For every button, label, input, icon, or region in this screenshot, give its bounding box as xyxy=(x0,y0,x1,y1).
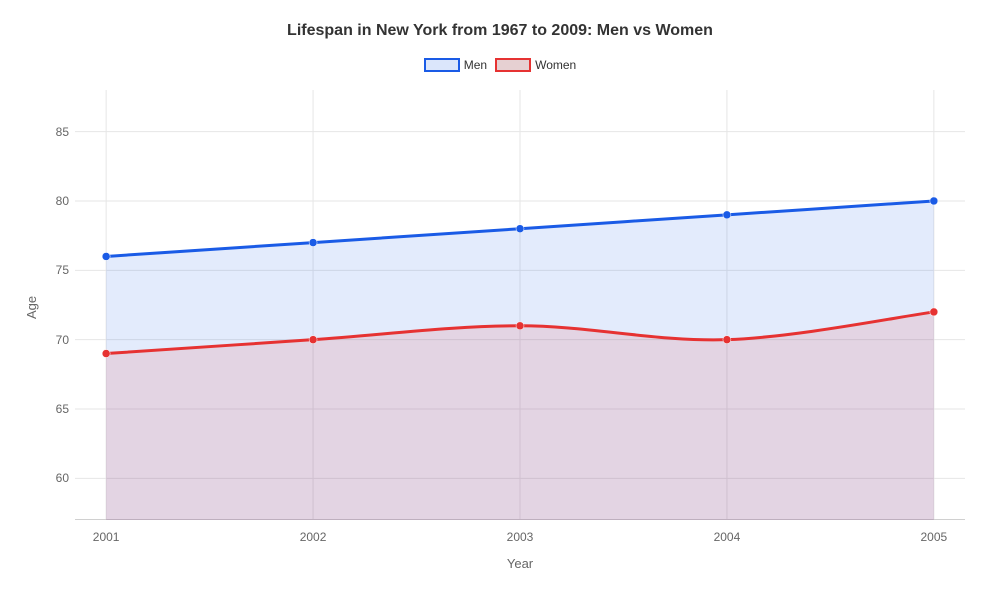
marker-women[interactable] xyxy=(723,336,731,344)
legend-swatch-women xyxy=(495,58,531,72)
marker-men[interactable] xyxy=(930,197,938,205)
marker-men[interactable] xyxy=(309,239,317,247)
marker-women[interactable] xyxy=(516,322,524,330)
y-axis-label: Age xyxy=(24,296,39,319)
chart-title: Lifespan in New York from 1967 to 2009: … xyxy=(0,22,1000,40)
y-tick-label: 85 xyxy=(43,125,69,139)
x-tick-label: 2005 xyxy=(920,530,947,544)
legend-label-women: Women xyxy=(535,58,576,72)
legend-swatch-men xyxy=(424,58,460,72)
legend-label-men: Men xyxy=(464,58,487,72)
x-tick-label: 2002 xyxy=(300,530,327,544)
marker-men[interactable] xyxy=(516,225,524,233)
x-axis-label: Year xyxy=(75,556,965,571)
marker-women[interactable] xyxy=(102,350,110,358)
y-tick-label: 65 xyxy=(43,402,69,416)
legend: Men Women xyxy=(0,58,1000,72)
marker-men[interactable] xyxy=(723,211,731,219)
plot-area xyxy=(75,90,965,520)
x-tick-label: 2003 xyxy=(507,530,534,544)
marker-women[interactable] xyxy=(930,308,938,316)
legend-item-men[interactable]: Men xyxy=(424,58,487,72)
y-tick-label: 60 xyxy=(43,471,69,485)
x-tick-label: 2001 xyxy=(93,530,120,544)
chart-container: Lifespan in New York from 1967 to 2009: … xyxy=(0,0,1000,600)
legend-item-women[interactable]: Women xyxy=(495,58,576,72)
marker-men[interactable] xyxy=(102,252,110,260)
x-tick-label: 2004 xyxy=(714,530,741,544)
y-tick-label: 80 xyxy=(43,194,69,208)
marker-women[interactable] xyxy=(309,336,317,344)
y-tick-label: 75 xyxy=(43,263,69,277)
y-tick-label: 70 xyxy=(43,333,69,347)
